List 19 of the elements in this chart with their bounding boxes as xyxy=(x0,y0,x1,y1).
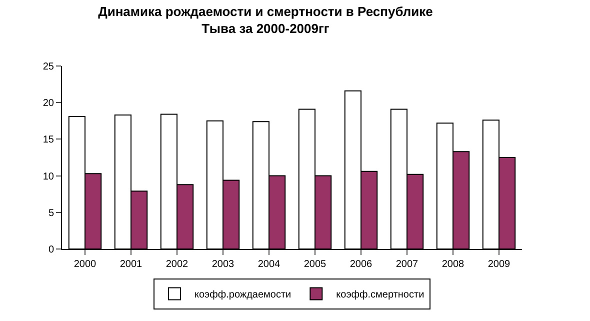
y-tick-label: 20 xyxy=(42,98,54,110)
x-tick-label: 2003 xyxy=(212,259,235,270)
x-tick-label: 2007 xyxy=(396,259,419,270)
x-tick-label: 2004 xyxy=(258,259,281,270)
y-tick-label: 5 xyxy=(48,208,54,219)
x-tick-label: 2001 xyxy=(120,259,143,270)
legend-label: коэфф.рождаемости xyxy=(194,290,292,301)
x-tick-label: 2006 xyxy=(350,259,373,270)
y-tick-label: 15 xyxy=(42,134,54,146)
y-tick-label: 10 xyxy=(42,171,54,182)
x-tick-label: 2002 xyxy=(166,259,189,270)
x-tick-label: 2009 xyxy=(488,259,511,270)
y-tick-label: 0 xyxy=(48,244,54,256)
y-tick-label: 25 xyxy=(42,62,54,72)
legend-label: коэфф.смертности xyxy=(336,290,424,301)
x-tick-label: 2005 xyxy=(304,259,327,270)
x-tick-label: 2000 xyxy=(74,259,97,270)
x-tick-label: 2008 xyxy=(442,259,465,270)
chart-title: Динамика рождаемости и смертности в Республике Тыва за 2000-2009гг xyxy=(98,4,433,36)
